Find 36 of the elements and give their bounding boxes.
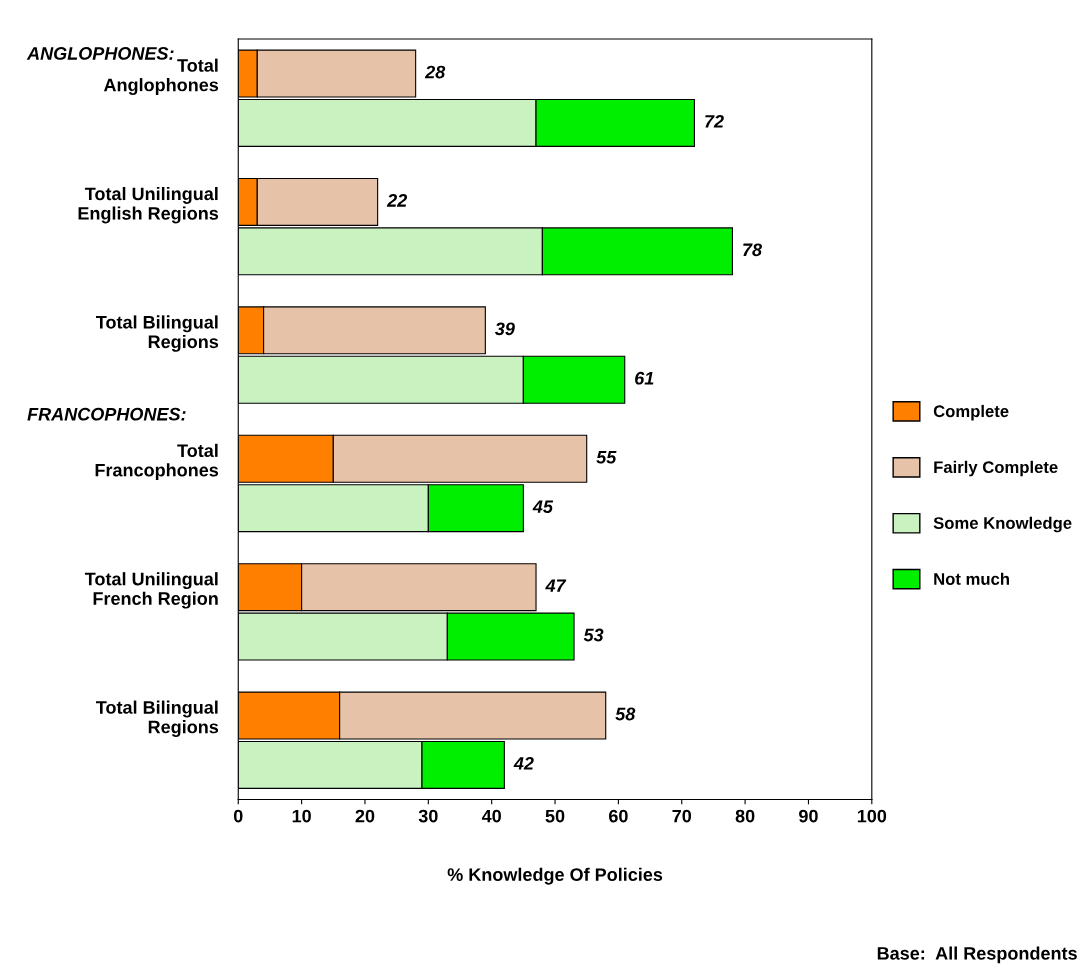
- x-tick-label: 80: [735, 809, 755, 823]
- total-label: 45: [532, 500, 554, 513]
- text: Base: All Respondents: [877, 946, 1077, 964]
- total-label: 55: [596, 451, 617, 464]
- x-tick-label: 50: [545, 809, 565, 823]
- y-tick-label: Total Unilingual French Region: [84, 572, 218, 609]
- y-tick-label: Total Bilingual Regions: [95, 315, 219, 352]
- total-label: 58: [615, 707, 636, 721]
- total-label: 78: [743, 243, 762, 257]
- legend-label: Fairly Complete: [934, 460, 1058, 477]
- total-label: 47: [545, 579, 567, 592]
- legend-label: Not much: [934, 572, 1009, 585]
- total-label: 39: [494, 322, 515, 336]
- x-tick-label: 90: [799, 809, 818, 823]
- x-tick-label: 0: [233, 809, 243, 823]
- legend-label: Some Knowledge: [933, 516, 1072, 533]
- x-tick-label: 60: [609, 809, 628, 823]
- total-label: 42: [513, 756, 534, 770]
- legend-label: Complete: [933, 404, 1009, 421]
- text: FRANCOPHONES:: [27, 407, 186, 421]
- y-tick-label: Total Bilingual Regions: [95, 700, 219, 737]
- y-tick-label: Total Unilingual English Regions: [78, 186, 219, 224]
- x-axis-title: % Knowledge Of Policies: [447, 867, 663, 885]
- total-label: 61: [635, 371, 654, 385]
- x-tick-label: 10: [292, 809, 311, 823]
- x-tick-label: 70: [672, 809, 692, 823]
- text: ANGLOPHONES:: [26, 47, 174, 60]
- x-tick-label: 40: [481, 809, 501, 823]
- x-tick-label: 20: [355, 809, 375, 823]
- total-label: 28: [424, 65, 446, 79]
- total-label: 53: [583, 628, 604, 642]
- x-tick-label: 30: [418, 809, 438, 823]
- total-label: 22: [386, 194, 408, 207]
- y-tick-label: Total Francophones: [95, 443, 219, 481]
- x-tick-label: 100: [857, 809, 887, 823]
- total-label: 72: [705, 115, 724, 128]
